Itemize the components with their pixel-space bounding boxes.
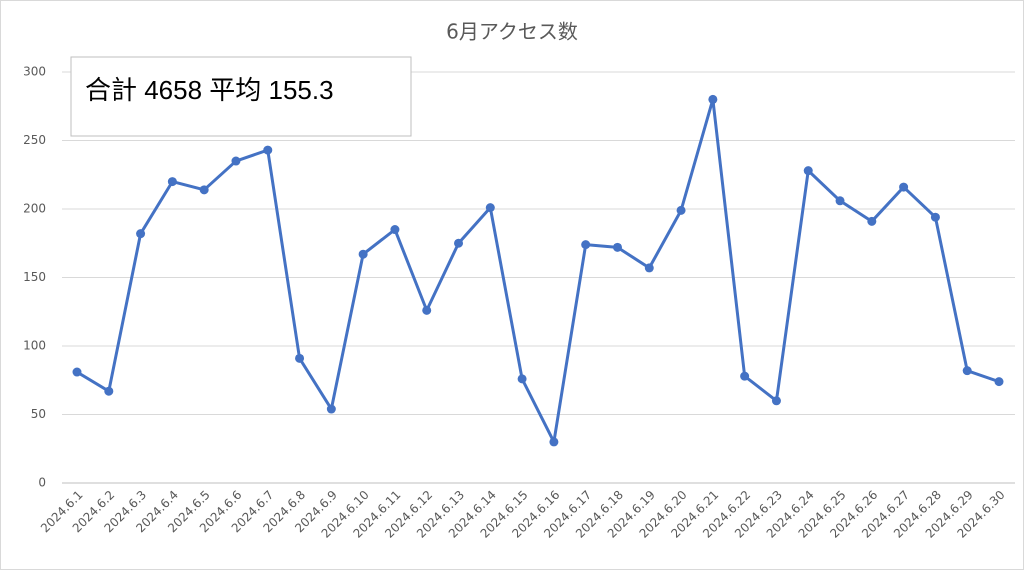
y-tick-label: 150	[23, 270, 46, 284]
point	[899, 182, 909, 192]
point	[930, 212, 940, 222]
line	[76, 97, 1000, 444]
point	[994, 377, 1004, 387]
chart-title: 6月アクセス数	[446, 20, 578, 44]
point	[295, 353, 305, 363]
point	[422, 305, 432, 315]
point	[581, 240, 591, 250]
y-tick-label: 0	[38, 476, 46, 490]
annotation: 合計 4658 平均 155.3	[85, 75, 334, 105]
point	[136, 229, 146, 239]
point	[72, 367, 82, 377]
point	[708, 94, 718, 104]
point	[740, 371, 750, 381]
point	[549, 437, 559, 447]
point	[326, 404, 336, 414]
annotation-box	[70, 56, 412, 137]
point	[104, 386, 114, 396]
point	[263, 145, 273, 155]
point	[390, 225, 400, 235]
y-tick-label: 250	[23, 133, 46, 147]
point	[199, 185, 209, 195]
y-tick-label: 50	[31, 407, 46, 421]
point	[231, 156, 241, 166]
point	[962, 366, 972, 376]
point	[644, 263, 654, 273]
point	[803, 166, 813, 176]
y-tick-label: 200	[23, 202, 46, 216]
point	[167, 177, 177, 187]
point	[835, 196, 845, 206]
y-tick-label: 100	[23, 339, 46, 353]
point	[485, 203, 495, 213]
point	[676, 205, 686, 215]
y-tick-label: 300	[23, 65, 46, 79]
point	[358, 249, 368, 259]
point	[454, 238, 464, 248]
point	[771, 396, 781, 406]
point	[612, 242, 622, 252]
point	[517, 374, 527, 384]
point	[867, 216, 877, 226]
